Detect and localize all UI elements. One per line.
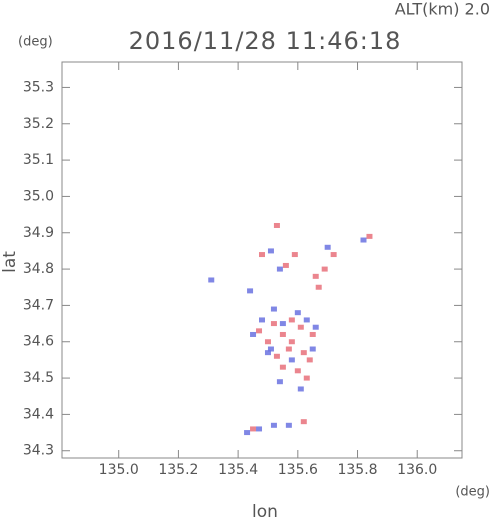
y-tick-label: 35.3 — [23, 79, 54, 95]
point — [309, 346, 316, 352]
point — [309, 331, 316, 337]
point — [256, 426, 263, 432]
point — [303, 317, 310, 323]
point — [270, 306, 277, 312]
point — [270, 321, 277, 327]
y-tick-label: 34.8 — [23, 261, 54, 277]
y-tick-label: 34.7 — [23, 297, 54, 313]
point — [259, 252, 265, 258]
plot-frame — [61, 61, 463, 459]
x-tick-label: 135.2 — [158, 462, 198, 478]
x-tick-label: 136.0 — [397, 462, 437, 478]
point — [324, 244, 331, 250]
point — [267, 248, 274, 254]
point — [291, 252, 298, 258]
y-tick-label: 34.5 — [23, 370, 54, 386]
point — [288, 339, 295, 345]
point — [300, 350, 307, 356]
point — [208, 277, 215, 283]
point — [276, 379, 283, 385]
x-axis-label: lon — [252, 502, 278, 521]
point — [244, 430, 251, 436]
point — [294, 310, 301, 316]
point — [300, 419, 307, 425]
point — [303, 375, 310, 381]
point — [250, 426, 257, 432]
x-tick-label: 135.8 — [337, 462, 377, 478]
point — [297, 324, 304, 330]
point — [264, 350, 271, 356]
y-tick-label: 34.6 — [23, 334, 54, 350]
x-tick-label: 135.4 — [218, 462, 258, 478]
point — [279, 321, 286, 327]
point — [297, 386, 304, 392]
y-tick-label: 35.2 — [23, 116, 54, 132]
y-tick-label: 34.9 — [23, 225, 54, 241]
point — [264, 339, 271, 345]
y-axis-label: lat — [0, 251, 20, 273]
point — [267, 346, 274, 352]
point — [279, 364, 286, 370]
point — [259, 317, 265, 323]
point — [315, 284, 322, 290]
point — [366, 233, 373, 239]
point — [273, 222, 280, 228]
point — [256, 328, 263, 334]
point — [312, 273, 319, 279]
y-tick-label: 35.0 — [23, 188, 54, 204]
point — [288, 317, 295, 323]
point — [306, 357, 313, 363]
point — [288, 357, 295, 363]
y-tick-label: 35.1 — [23, 152, 54, 168]
point — [270, 422, 277, 428]
point — [321, 266, 328, 272]
point — [312, 324, 319, 330]
chart-title: 2016/11/28 11:46:18 — [129, 27, 402, 55]
y-tick-label: 34.3 — [23, 443, 54, 459]
point — [273, 353, 280, 359]
point — [294, 368, 301, 374]
point — [282, 262, 289, 268]
point — [250, 331, 257, 337]
point — [276, 266, 283, 272]
point — [285, 422, 292, 428]
x-tick-label: 135.0 — [99, 462, 139, 478]
point — [279, 331, 286, 337]
x-tick-label: 135.6 — [278, 462, 318, 478]
y-unit: (deg) — [18, 35, 53, 50]
x-unit: (deg) — [455, 485, 490, 500]
point — [285, 346, 292, 352]
y-tick-label: 34.4 — [23, 406, 54, 422]
altitude-label: ALT(km) 2.0 — [395, 0, 490, 19]
point — [247, 288, 254, 294]
point — [330, 252, 337, 258]
point — [360, 237, 367, 243]
